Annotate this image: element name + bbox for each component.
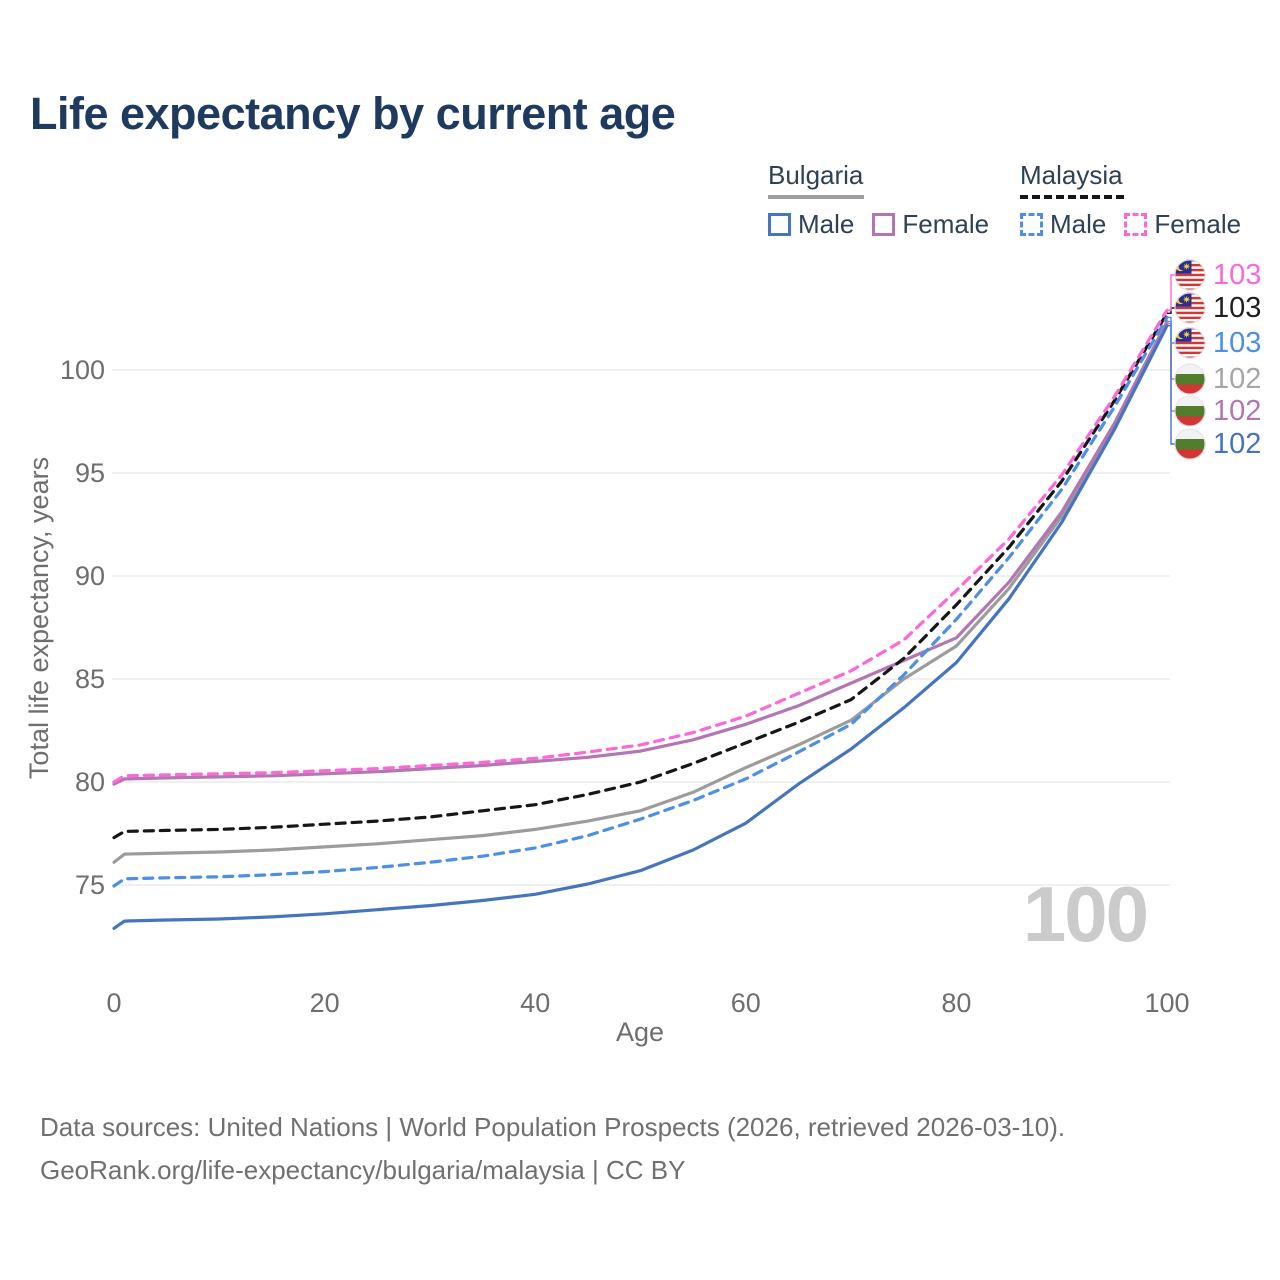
bulgaria-male-swatch-icon <box>768 213 791 236</box>
series-line-malaysia_female[interactable] <box>112 308 1169 784</box>
end-label-value-bulgaria_male: 102 <box>1213 427 1262 460</box>
hover-age-watermark: 100 <box>1023 870 1147 958</box>
footer: Data sources: United Nations | World Pop… <box>40 1106 1065 1192</box>
leader-line-malaysia_female <box>1167 274 1176 311</box>
legend-item-malaysia-female[interactable]: Female <box>1124 209 1241 240</box>
series-line-malaysia_male[interactable] <box>112 315 1169 888</box>
legend-label-malaysia-male: Male <box>1050 209 1107 239</box>
y-tick-label-85: 85 <box>75 664 105 694</box>
bulgaria-female-swatch-icon <box>872 213 896 236</box>
end-label-bulgaria_total: 102 <box>1174 362 1261 396</box>
leader-line-malaysia_male <box>1167 316 1176 344</box>
x-tick-label-40: 40 <box>520 988 550 1018</box>
end-label-value-malaysia_female: 103 <box>1213 258 1262 291</box>
malaysia-flag-icon <box>1174 259 1206 291</box>
legend-label-malaysia-female: Female <box>1154 209 1242 239</box>
legend-label-bulgaria-male: Male <box>798 209 855 239</box>
x-tick-label-80: 80 <box>941 988 971 1018</box>
bulgaria-flag-icon <box>1174 395 1206 427</box>
malaysia-female-swatch-icon <box>1124 213 1148 236</box>
end-label-bulgaria_female: 102 <box>1174 394 1261 428</box>
malaysia-flag-icon <box>1174 292 1206 324</box>
x-tick-label-60: 60 <box>731 988 761 1018</box>
end-label-value-bulgaria_total: 102 <box>1213 362 1262 395</box>
legend-line-style-bulgaria <box>768 195 864 199</box>
end-label-malaysia_male: 103 <box>1174 326 1261 360</box>
end-label-value-malaysia_male: 103 <box>1213 326 1262 359</box>
series-line-bulgaria_total[interactable] <box>112 322 1169 864</box>
legend-label-bulgaria-female: Female <box>902 209 990 239</box>
x-axis-title: Age <box>616 1017 664 1047</box>
y-tick-label-100: 100 <box>60 355 105 385</box>
malaysia-male-swatch-icon <box>1020 213 1043 236</box>
footer-attribution: GeoRank.org/life-expectancy/bulgaria/mal… <box>40 1155 686 1185</box>
leader-line-bulgaria_male <box>1167 325 1176 445</box>
series-line-malaysia_total[interactable] <box>112 311 1169 840</box>
legend-country-malaysia[interactable]: Malaysia <box>1020 160 1123 190</box>
end-label-value-malaysia_total: 103 <box>1213 291 1262 324</box>
legend-item-bulgaria-female[interactable]: Female <box>872 209 989 240</box>
end-label-malaysia_female: 103 <box>1174 258 1261 292</box>
end-label-value-bulgaria_female: 102 <box>1213 394 1262 427</box>
y-tick-label-90: 90 <box>75 561 105 591</box>
footer-data-sources: Data sources: United Nations | World Pop… <box>40 1112 1066 1142</box>
legend-group-malaysia: Malaysia Male Female <box>1020 160 1241 240</box>
bulgaria-flag-icon <box>1174 363 1206 395</box>
x-tick-label-20: 20 <box>310 988 340 1018</box>
series-line-bulgaria_female[interactable] <box>112 320 1169 786</box>
series-line-bulgaria_male[interactable] <box>112 324 1169 930</box>
y-tick-label-75: 75 <box>75 870 105 900</box>
end-label-malaysia_total: 103 <box>1174 291 1261 325</box>
end-label-bulgaria_male: 102 <box>1174 427 1261 461</box>
bulgaria-flag-icon <box>1174 428 1206 460</box>
legend-line-style-malaysia <box>1020 195 1124 199</box>
malaysia-flag-icon <box>1174 327 1206 359</box>
legend-item-bulgaria-male[interactable]: Male <box>768 209 854 240</box>
page-title: Life expectancy by current age <box>30 88 676 139</box>
y-tick-label-95: 95 <box>75 458 105 488</box>
legend-item-malaysia-male[interactable]: Male <box>1020 209 1106 240</box>
y-axis-title: Total life expectancy, years <box>24 457 54 779</box>
legend-country-bulgaria[interactable]: Bulgaria <box>768 160 864 190</box>
legend-group-bulgaria: Bulgaria Male Female <box>768 160 989 240</box>
y-tick-label-80: 80 <box>75 767 105 797</box>
x-tick-label-0: 0 <box>106 988 121 1018</box>
x-tick-label-100: 100 <box>1144 988 1189 1018</box>
